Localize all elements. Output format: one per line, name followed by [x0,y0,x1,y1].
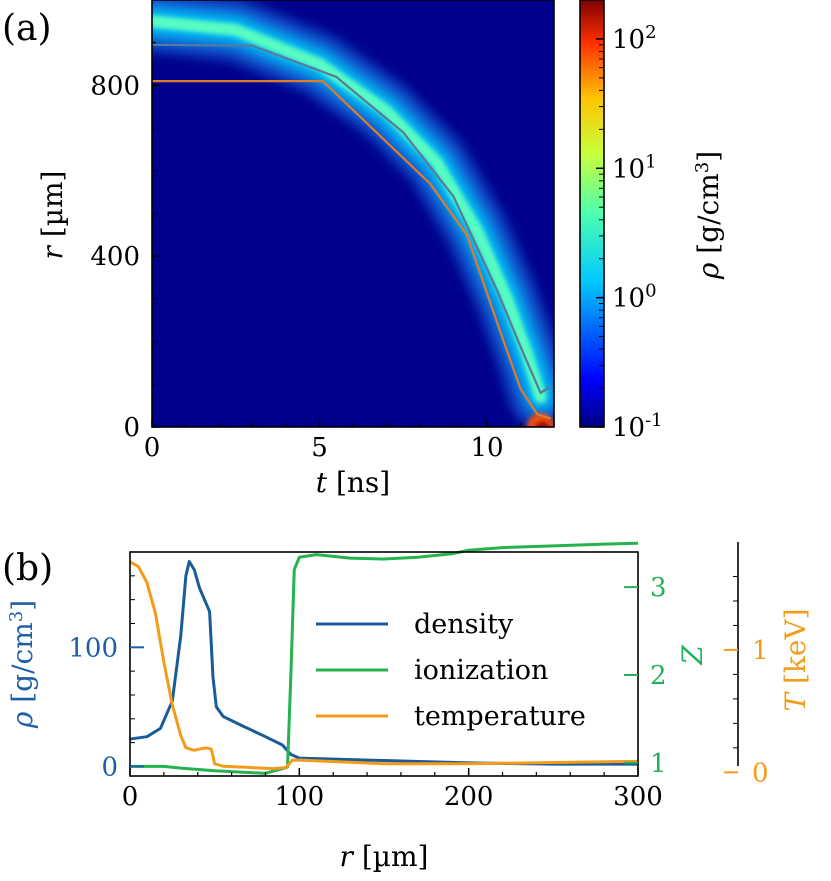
panel-b-density-axis-label: ρ [g/cm3] [6,600,40,729]
legend-label-density: density [414,609,514,640]
colorbar-tick-label: 100 [612,280,657,314]
ionization-tick-label-3: 3 [650,573,667,603]
ridge-core [152,15,547,404]
colorbar-ticks: 10-1 100 101 102 [596,0,663,443]
colorbar: 10-1 100 101 102 [579,0,663,443]
b-x-tick-label-100: 100 [275,782,325,812]
series-density [129,560,638,766]
y-tick-label-0: 0 [123,413,140,443]
temperature-tick-label-0: 0 [752,758,769,788]
panel-b-series [129,541,639,775]
colorbar-tick-label: 102 [612,21,657,55]
b-x-tick-label-0: 0 [122,782,139,812]
panel-b-ionization-axis-label: Z [676,645,709,666]
legend-label-ionization: ionization [414,655,548,686]
y-tick-label-800: 800 [90,71,140,101]
panel-b-label: (b) [2,548,53,589]
series-temperature [129,560,639,771]
panel-a-y-axis-label: r [µm] [36,171,69,260]
density-ridge [152,0,554,427]
panel-a-x-axis-label: t [ns] [316,466,390,499]
overlay-line-0 [152,80,551,420]
density-tick-label-0: 0 [101,752,118,782]
density-tick-label-100: 100 [68,633,118,663]
temperature-axis: 01 [724,542,769,788]
panel-b-temperature-axis-label: T [keV] [779,608,812,711]
colorbar-label: ρ [g/cm3] [692,151,726,280]
x-tick-label-0: 0 [144,433,161,463]
panel-b-x-axis-label: r [µm] [340,840,429,873]
temperature-tick-label-1: 1 [752,636,769,666]
legend: density ionization temperature [316,609,586,732]
overlay-lines [152,43,552,420]
colorbar-tick-label: 101 [612,151,657,185]
panel-a-label: (a) [2,8,52,49]
panel-a-heatmap: 0 5 10 0 400 800 [90,0,555,463]
colorbar-gradient [579,0,605,428]
x-tick-label-10: 10 [470,433,503,463]
panel-b-ticks: 0 100 200 300 0 100 1 2 3 [68,573,666,812]
ionization-tick-label-2: 2 [650,661,667,691]
panel-a-ticks: 0 5 10 0 400 800 [90,42,555,463]
series-ionization [130,541,639,775]
panel-b-frame [129,551,639,777]
b-x-tick-label-300: 300 [613,782,663,812]
y-tick-label-400: 400 [90,242,140,272]
ionization-tick-label-1: 1 [650,749,667,779]
x-tick-label-5: 5 [311,433,328,463]
colorbar-tick-label: 10-1 [612,410,663,444]
overlay-line-1 [152,43,552,395]
legend-label-temperature: temperature [414,701,586,732]
b-x-tick-label-200: 200 [444,782,494,812]
stagnation-hotspot-core [535,422,550,427]
